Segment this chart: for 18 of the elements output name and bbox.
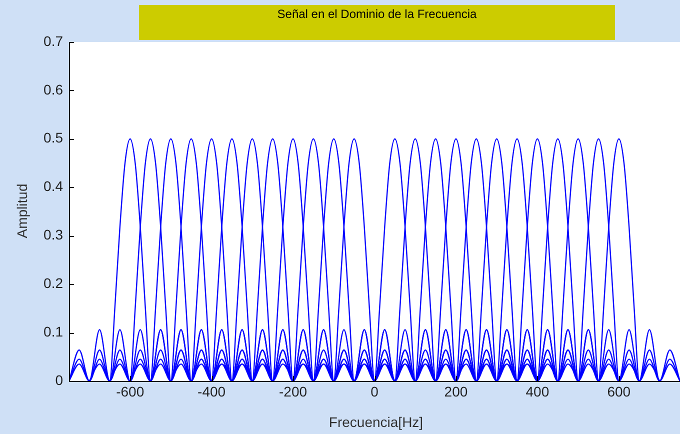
chart-title: Señal en el Dominio de la Frecuencia [139, 5, 615, 40]
x-tick-label: 200 [444, 383, 468, 400]
x-tick-label: -400 [198, 383, 226, 400]
y-tick-label: 0.2 [44, 275, 64, 291]
y-tick-label: 0.4 [44, 178, 64, 194]
x-tick-label: -200 [279, 383, 308, 400]
y-tick-label: 0.3 [44, 226, 64, 243]
x-tick-label: 0 [370, 383, 379, 400]
y-tick-label: 0.1 [44, 323, 64, 340]
y-axis-title: Amplitud [14, 184, 30, 238]
y-tick-label: 0.7 [44, 32, 64, 49]
x-tick-label: -600 [116, 383, 144, 400]
x-tick-label: 400 [526, 383, 550, 400]
x-tick-label: 600 [607, 383, 631, 400]
y-tick-label: 0 [55, 372, 64, 388]
x-axis-title: Frecuencia[Hz] [328, 414, 424, 430]
y-tick-label: 0.5 [44, 130, 64, 146]
y-tick-label: 0.6 [44, 81, 64, 98]
